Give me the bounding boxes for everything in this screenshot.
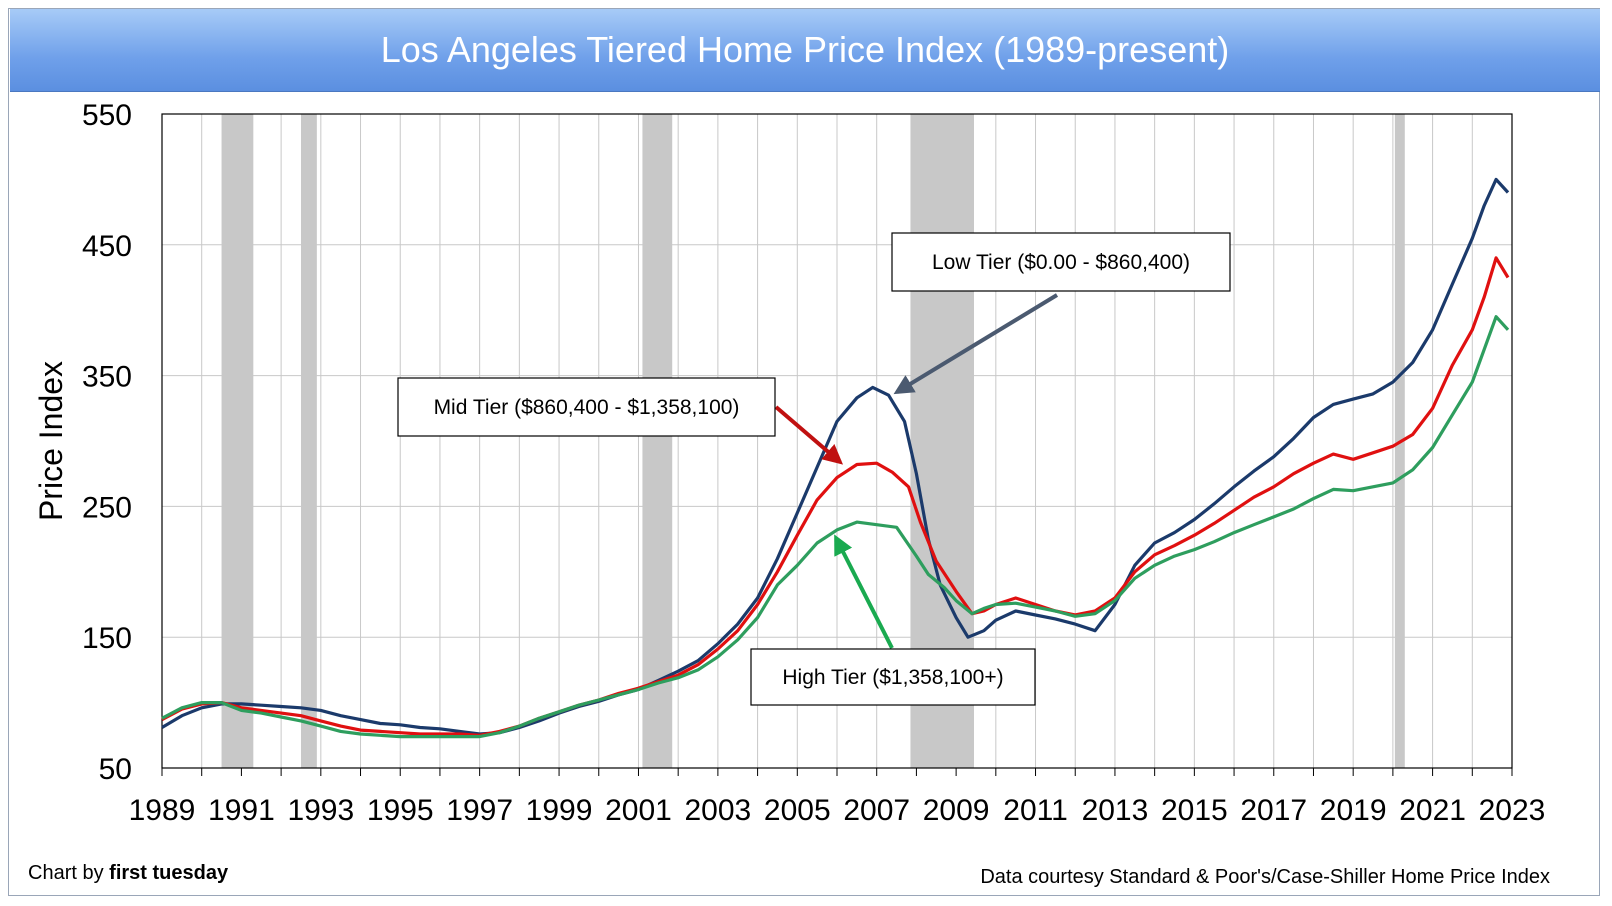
y-tick-label: 250	[82, 491, 132, 524]
chart-frame	[8, 8, 1600, 896]
y-tick-label: 150	[82, 622, 132, 655]
y-tick-label: 450	[82, 230, 132, 263]
annotation-label-high: High Tier ($1,358,100+)	[782, 666, 1003, 689]
x-tick-label: 1989	[129, 794, 196, 827]
series-line-high	[161, 315, 1510, 739]
credit-prefix: Chart by	[28, 862, 110, 884]
y-axis-label: Price Index	[33, 361, 69, 521]
x-tick-label: 2003	[685, 794, 752, 827]
chart-title: Los Angeles Tiered Home Price Index (198…	[380, 29, 1230, 70]
series-line-mid	[161, 256, 1510, 737]
annotation-box-high	[750, 648, 1036, 706]
x-tick-label: 1993	[287, 794, 354, 827]
x-tick-label: 2005	[764, 794, 831, 827]
recession-band	[642, 114, 673, 768]
x-tick-label: 1997	[446, 794, 513, 827]
x-tick-label: 2011	[1003, 794, 1068, 827]
x-tick-label: 2023	[1479, 794, 1546, 827]
x-tick-label: 2009	[923, 794, 990, 827]
y-tick-label: 50	[99, 753, 132, 786]
x-tick-label: 1995	[367, 794, 434, 827]
annotation-box-low	[891, 232, 1231, 292]
axes: 1989 1991 1993 1995 1997 1999 2001 2003 2005 2007…	[82, 99, 1545, 827]
x-tick-label: 2015	[1161, 794, 1228, 827]
recession-band	[221, 114, 254, 768]
data-source-credit: Data courtesy Standard & Poor's/Case-Shi…	[980, 866, 1550, 888]
chart-credit: Chart by first tuesday	[28, 862, 228, 885]
x-tick-label: 1991	[208, 794, 275, 827]
series-line-low	[161, 177, 1510, 736]
recession-band	[300, 114, 317, 768]
annotation-label-mid: Mid Tier ($860,400 - $1,358,100)	[434, 396, 740, 419]
annotation-box-mid	[397, 377, 776, 437]
x-tick-label: 2017	[1240, 794, 1307, 827]
annotation-arrow-mid	[774, 405, 844, 465]
x-tick-label: 1999	[526, 794, 593, 827]
annotation-label-low: Low Tier ($0.00 - $860,400)	[932, 251, 1190, 274]
annotation-arrow-high	[834, 534, 894, 649]
x-tick-label: 2007	[843, 794, 910, 827]
x-tick-label: 2013	[1082, 794, 1149, 827]
x-tick-label: 2019	[1320, 794, 1387, 827]
annotation-arrow-low	[893, 293, 1059, 395]
x-tick-label: 2021	[1399, 794, 1466, 827]
y-tick-label: 550	[82, 99, 132, 132]
annotations: Low Tier ($0.00 - $860,400) Mid Tier ($86…	[397, 232, 1231, 706]
x-tick-label: 2001	[605, 794, 672, 827]
title-bar: Los Angeles Tiered Home Price Index (198…	[10, 9, 1600, 92]
grid-lines	[162, 114, 1512, 768]
credit-name: first tuesday	[109, 862, 229, 884]
series-lines	[161, 177, 1510, 739]
y-tick-label: 350	[82, 361, 132, 394]
